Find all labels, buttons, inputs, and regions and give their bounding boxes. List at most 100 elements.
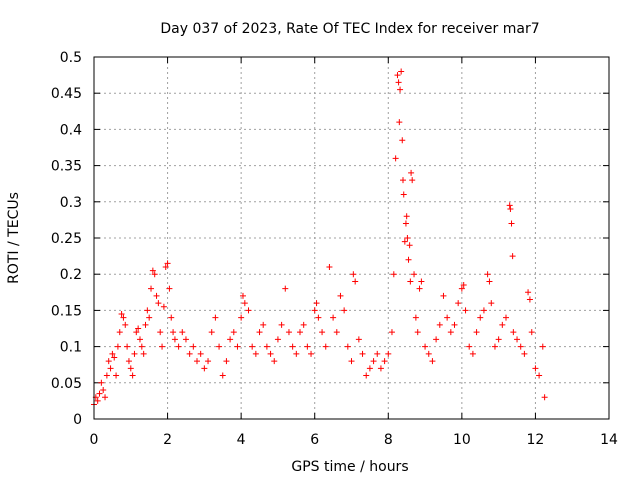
- data-point: [131, 350, 138, 357]
- data-point: [148, 285, 155, 292]
- data-point: [282, 285, 289, 292]
- data-point: [480, 307, 487, 314]
- y-tick-label: 0.4: [60, 122, 82, 138]
- data-point: [170, 329, 177, 336]
- y-tick-label: 0.3: [60, 195, 82, 211]
- x-tick-label: 12: [527, 432, 545, 448]
- data-point: [146, 314, 153, 321]
- data-point: [462, 307, 469, 314]
- data-point: [355, 336, 362, 343]
- data-point: [201, 365, 208, 372]
- data-point: [289, 343, 296, 350]
- data-point: [208, 329, 215, 336]
- data-point: [401, 238, 408, 245]
- y-tick-label: 0.05: [51, 376, 82, 392]
- data-point: [230, 329, 237, 336]
- x-axis-label: GPS time / hours: [291, 459, 408, 475]
- data-point: [395, 79, 402, 86]
- data-point: [162, 263, 169, 270]
- data-point: [160, 303, 167, 310]
- data-point: [241, 300, 248, 307]
- y-tick-label: 0.45: [51, 86, 82, 102]
- data-point: [138, 343, 145, 350]
- data-point: [341, 307, 348, 314]
- x-tick-label: 0: [90, 432, 99, 448]
- data-point: [223, 358, 230, 365]
- data-point: [245, 307, 252, 314]
- data-point: [125, 358, 132, 365]
- chart-title: Day 037 of 2023, Rate Of TEC Index for r…: [160, 21, 539, 37]
- data-point: [509, 253, 516, 260]
- data-point: [252, 350, 259, 357]
- data-point: [319, 329, 326, 336]
- data-point: [304, 343, 311, 350]
- x-tick-label: 8: [384, 432, 393, 448]
- data-point: [416, 285, 423, 292]
- data-point: [503, 314, 509, 321]
- y-tick-label: 0.2: [60, 267, 82, 283]
- data-point: [506, 202, 513, 209]
- data-point: [425, 350, 432, 357]
- data-point: [111, 354, 118, 361]
- data-point: [120, 314, 127, 321]
- data-point: [103, 372, 110, 379]
- data-point: [219, 372, 226, 379]
- data-point: [374, 350, 381, 357]
- data-point: [532, 365, 539, 372]
- data-point: [256, 329, 263, 336]
- data-point: [528, 329, 535, 336]
- data-point: [469, 350, 476, 357]
- data-point: [444, 314, 451, 321]
- data-point: [510, 329, 517, 336]
- data-point: [308, 350, 315, 357]
- data-point: [403, 213, 410, 220]
- data-point: [151, 271, 158, 278]
- data-point: [385, 350, 392, 357]
- data-point: [458, 285, 465, 292]
- data-point: [396, 119, 403, 126]
- data-point: [394, 72, 401, 79]
- y-tick-label: 0.25: [51, 231, 82, 247]
- data-point: [274, 336, 281, 343]
- data-point: [525, 289, 532, 296]
- data-point: [440, 292, 447, 299]
- data-point: [153, 292, 160, 299]
- data-point: [133, 329, 140, 336]
- data-point: [499, 321, 506, 328]
- data-point: [285, 329, 292, 336]
- data-point: [526, 296, 533, 303]
- data-point: [140, 350, 147, 357]
- data-point: [409, 177, 416, 184]
- data-point: [460, 282, 467, 289]
- data-point: [157, 329, 164, 336]
- data-point: [390, 271, 397, 278]
- data-point: [429, 358, 436, 365]
- data-point: [400, 191, 407, 198]
- data-point: [107, 365, 114, 372]
- data-point: [455, 300, 462, 307]
- x-tick-label: 2: [163, 432, 172, 448]
- data-point: [116, 329, 123, 336]
- data-point: [407, 278, 414, 285]
- data-point: [507, 206, 514, 213]
- data-point: [447, 329, 454, 336]
- data-point: [422, 343, 429, 350]
- y-tick-label: 0.35: [51, 159, 82, 175]
- x-tick-label: 10: [453, 432, 471, 448]
- data-point: [129, 372, 136, 379]
- data-point: [227, 336, 234, 343]
- data-point: [114, 343, 121, 350]
- y-tick-label: 0.5: [60, 50, 82, 66]
- y-tick-label: 0.15: [51, 303, 82, 319]
- data-point: [122, 321, 129, 328]
- data-point: [477, 314, 484, 321]
- data-point: [293, 350, 300, 357]
- data-point: [234, 343, 241, 350]
- data-point: [118, 311, 125, 318]
- data-point: [109, 350, 116, 357]
- data-point: [412, 314, 419, 321]
- data-point: [377, 365, 384, 372]
- y-tick-label: 0.1: [60, 340, 82, 356]
- data-point: [398, 68, 405, 75]
